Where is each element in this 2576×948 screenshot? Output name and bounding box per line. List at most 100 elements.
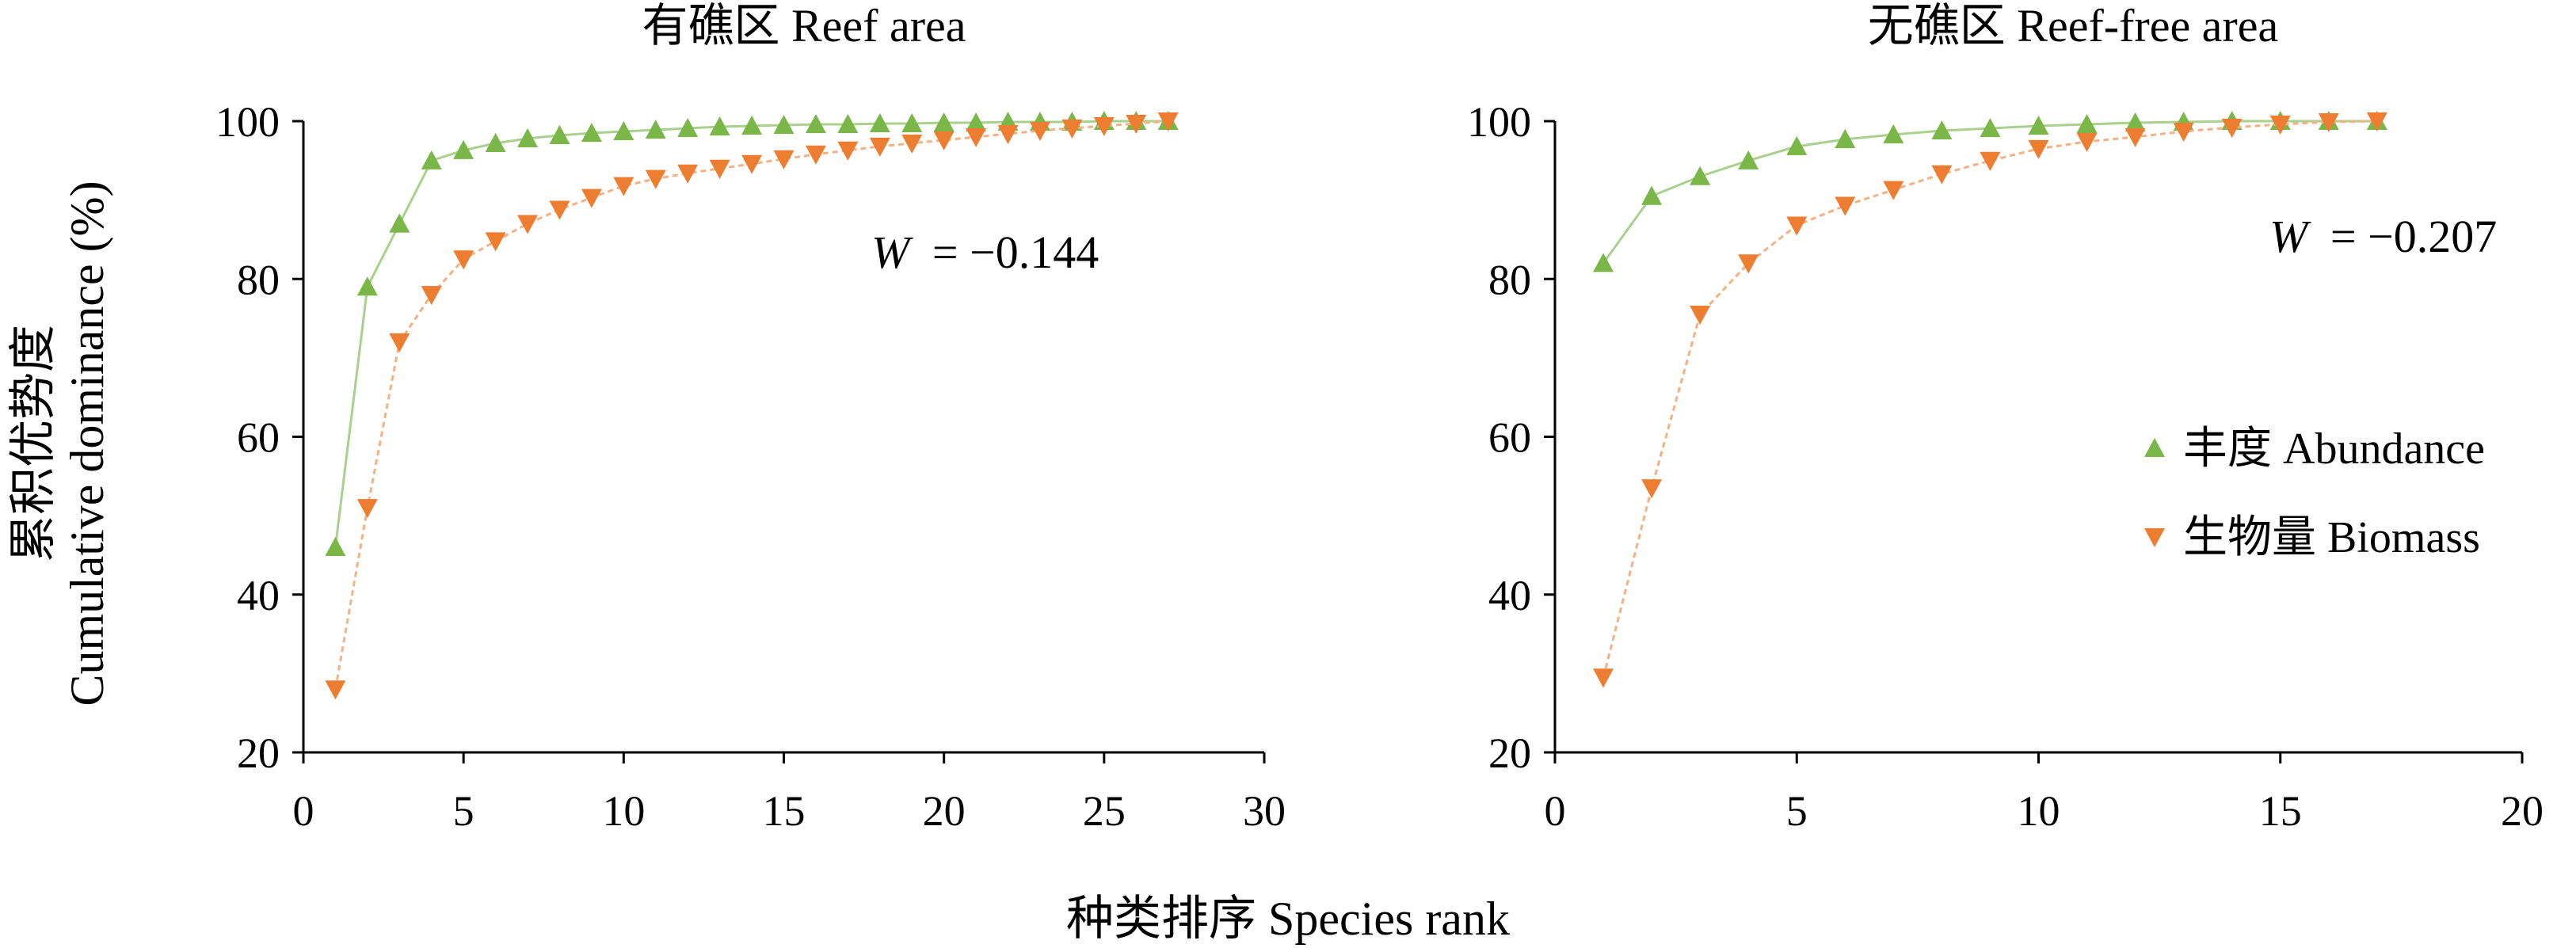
data-point-biomass [709, 159, 730, 179]
data-point-abundance [2028, 115, 2049, 135]
data-point-biomass [1029, 121, 1050, 141]
y-axis-label-zh: 累积优势度 [7, 325, 59, 562]
data-point-biomass [1786, 216, 1808, 236]
data-point-abundance [613, 120, 634, 141]
y-tick-label: 20 [1488, 729, 1531, 777]
data-point-abundance [709, 116, 730, 136]
data-point-biomass [1690, 306, 1711, 326]
data-point-biomass [581, 188, 602, 208]
y-tick-label: 40 [1488, 572, 1531, 619]
data-point-biomass [2318, 112, 2339, 132]
data-point-biomass [837, 141, 859, 161]
data-point-biomass [2221, 118, 2243, 138]
legend-marker-biomass [2144, 527, 2165, 547]
data-point-abundance [837, 113, 859, 134]
data-point-biomass [2076, 132, 2098, 152]
axes: 0 5 10 15 20 25 30 20 40 60 80 100 [215, 98, 1286, 835]
data-point-biomass [1061, 119, 1083, 139]
y-tick-label: 100 [1467, 98, 1531, 146]
legend: 丰度 Abundance 生物量 Biomass [2144, 425, 2485, 562]
x-tick-label: 10 [2018, 787, 2060, 835]
data-point-biomass [997, 124, 1019, 144]
data-point-abundance [389, 213, 410, 233]
w-symbol: W [2269, 211, 2311, 262]
data-point-abundance [581, 122, 602, 142]
data-point-abundance [901, 112, 923, 133]
data-point-biomass [1883, 181, 1904, 200]
data-point-abundance [1738, 150, 1759, 169]
data-point-biomass [805, 145, 826, 165]
x-tick-label: 20 [923, 787, 966, 835]
data-point-biomass [901, 134, 923, 154]
data-point-abundance [1931, 120, 1953, 140]
data-point-biomass [2028, 139, 2049, 159]
axes: 0 5 10 15 20 20 40 60 80 100 [1467, 98, 2544, 835]
data-point-biomass [677, 164, 699, 184]
legend-item-abundance: 丰度 Abundance [2144, 425, 2485, 474]
data-point-biomass [2269, 115, 2291, 135]
x-tick-label: 0 [1545, 787, 1566, 835]
series-line-abundance [333, 120, 1168, 548]
x-tick-label: 30 [1243, 787, 1286, 835]
data-point-biomass [325, 680, 346, 700]
panel-reef-area: 有礁区 Reef area W = −0.144 0 5 10 15 20 25 30 20 4… [215, 0, 1286, 835]
data-point-abundance [549, 124, 570, 144]
y-tick-label: 60 [237, 414, 280, 462]
data-point-abundance [645, 119, 666, 139]
data-point-biomass [2366, 112, 2387, 131]
data-point-biomass [1126, 114, 1147, 134]
data-point-biomass [1835, 196, 1856, 216]
data-point-abundance [2076, 113, 2098, 134]
data-point-abundance [1883, 124, 1904, 143]
y-tick-label: 80 [237, 256, 280, 303]
panel-title: 无礁区 Reef-free area [1868, 0, 2278, 51]
x-tick-label: 20 [2501, 787, 2544, 835]
data-point-biomass [741, 154, 763, 174]
data-point-biomass [1980, 151, 2001, 171]
data-point-abundance [933, 112, 955, 132]
w-annotation: W = −0.207 [2269, 211, 2497, 262]
data-point-biomass [549, 200, 570, 220]
data-point-biomass [453, 250, 474, 270]
w-value: = −0.144 [932, 227, 1099, 278]
x-tick-label: 0 [293, 787, 314, 835]
y-tick-label: 60 [1488, 414, 1531, 462]
data-point-abundance [741, 115, 763, 135]
data-point-abundance [869, 112, 890, 133]
series-line-biomass [333, 120, 1168, 690]
data-point-abundance [356, 276, 378, 296]
data-point-biomass [2124, 128, 2146, 147]
data-point-abundance [1641, 185, 1663, 205]
data-point-biomass [485, 232, 506, 252]
x-tick-label: 10 [602, 787, 645, 835]
data-point-biomass [1593, 668, 1614, 688]
w-value: = −0.207 [2330, 211, 2497, 262]
data-point-abundance [1980, 117, 2001, 138]
data-point-abundance [1835, 128, 1856, 148]
y-tick-label: 40 [237, 572, 280, 619]
x-axis-label: 种类排序 Species rank [1066, 893, 1510, 945]
data-point-biomass [1093, 116, 1115, 136]
data-point-abundance [677, 117, 699, 138]
w-annotation: W = −0.144 [871, 227, 1099, 278]
data-point-biomass [1931, 165, 1953, 185]
data-point-biomass [933, 131, 955, 150]
data-point-abundance [773, 114, 795, 135]
y-tick-label: 100 [215, 98, 280, 146]
x-tick-label: 15 [2259, 787, 2302, 835]
data-point-biomass [613, 177, 634, 196]
legend-item-biomass: 生物量 Biomass [2144, 513, 2480, 562]
series-line-biomass [1602, 120, 2377, 678]
legend-label-abundance: 丰度 Abundance [2183, 425, 2485, 474]
data-point-biomass [517, 215, 539, 234]
x-tick-label: 25 [1083, 787, 1126, 835]
data-point-biomass [966, 128, 987, 147]
data-point-abundance [325, 536, 346, 557]
data-point-abundance [517, 128, 539, 147]
marks [325, 111, 1179, 700]
data-point-abundance [1690, 166, 1711, 185]
data-point-abundance [421, 150, 442, 169]
data-point-biomass [645, 169, 666, 189]
data-point-abundance [485, 132, 506, 152]
